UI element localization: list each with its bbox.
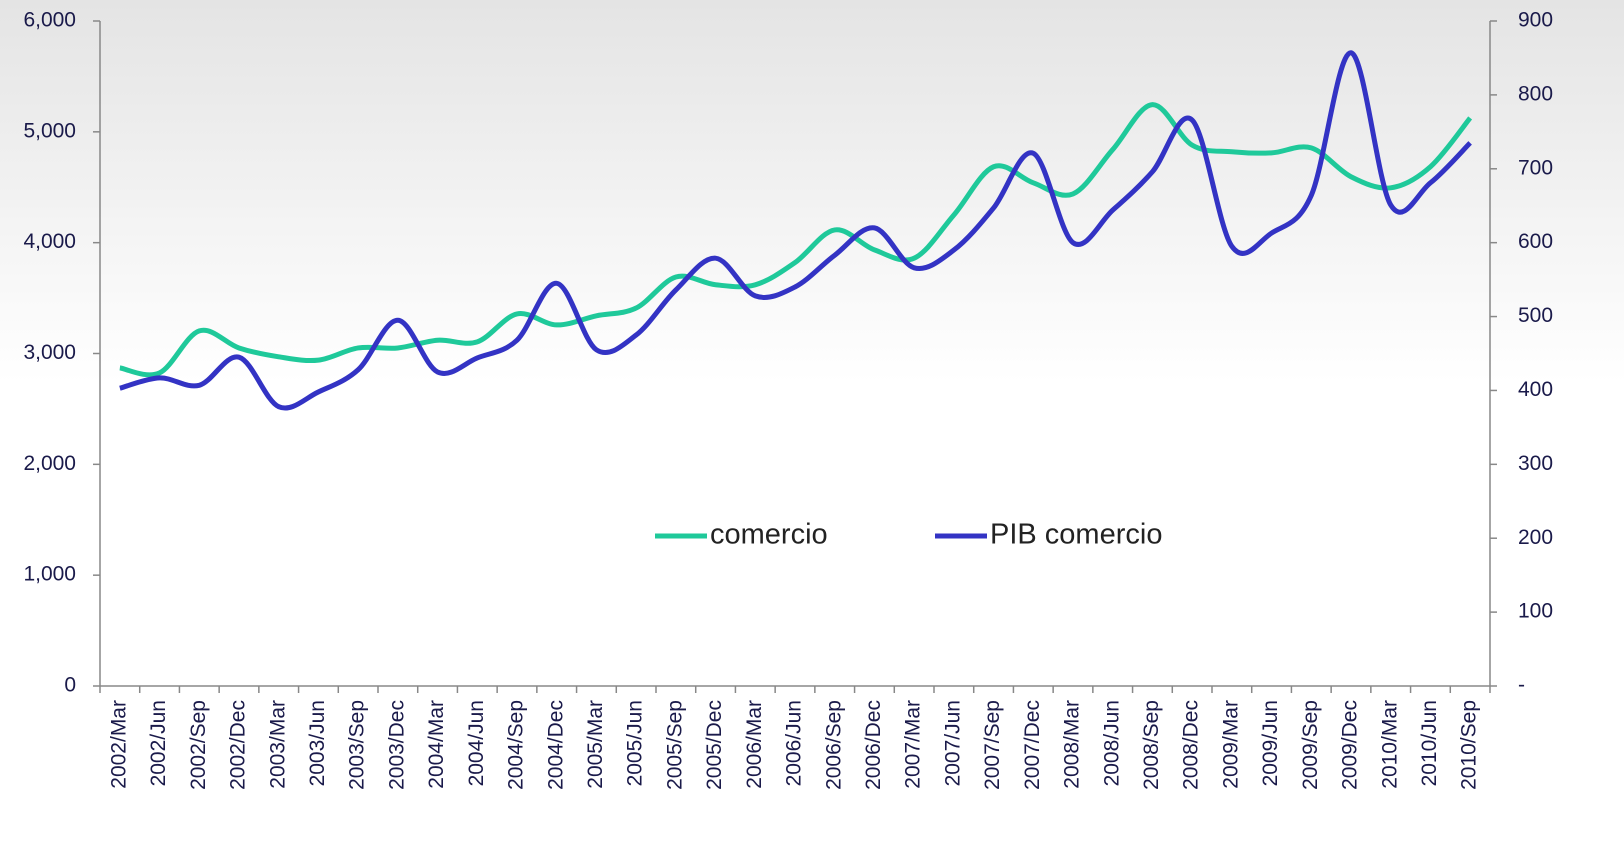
x-tick-label: 2008/Jun: [1100, 700, 1123, 786]
x-tick-label: 2003/Jun: [306, 700, 329, 786]
x-tick-label: 2002/Mar: [107, 700, 130, 789]
x-tick-label: 2009/Mar: [1219, 700, 1242, 789]
x-tick-label: 2005/Dec: [703, 700, 726, 790]
y2-tick-label: 800: [1518, 82, 1553, 105]
series-line: [119, 50, 1472, 411]
x-tick-label: 2004/Dec: [544, 700, 567, 790]
x-tick-label: 2007/Sep: [981, 700, 1004, 790]
x-tick-label: 2004/Sep: [505, 700, 528, 790]
y-tick-label: 6,000: [23, 9, 76, 32]
x-tick-label: 2002/Jun: [147, 700, 170, 786]
x-tick-label: 2005/Jun: [624, 700, 647, 786]
x-tick-label: 2007/Mar: [902, 700, 925, 789]
y-tick-label: 0: [64, 674, 76, 697]
legend-label: comercio: [710, 519, 828, 551]
y-tick-label: 5,000: [23, 119, 76, 142]
x-tick-label: 2008/Dec: [1180, 700, 1203, 790]
series-line: [119, 102, 1473, 378]
y-tick-label: 2,000: [23, 452, 76, 475]
y2-tick-label: 200: [1518, 526, 1553, 549]
x-tick-label: 2003/Dec: [385, 700, 408, 790]
x-tick-label: 2002/Sep: [187, 700, 210, 790]
x-tick-label: 2009/Sep: [1299, 700, 1322, 790]
y2-tick-label: 500: [1518, 304, 1553, 327]
x-tick-label: 2010/Jun: [1418, 700, 1441, 786]
x-tick-label: 2008/Sep: [1140, 700, 1163, 790]
y2-tick-label: 100: [1518, 600, 1553, 623]
y2-tick-label: -: [1518, 674, 1525, 697]
y-tick-label: 4,000: [23, 230, 76, 253]
x-tick-label: 2005/Mar: [584, 700, 607, 789]
x-tick-label: 2003/Mar: [266, 700, 289, 789]
x-tick-label: 2003/Sep: [346, 700, 369, 790]
y2-tick-label: 600: [1518, 230, 1553, 253]
y2-tick-label: 300: [1518, 452, 1553, 475]
x-tick-label: 2007/Jun: [941, 700, 964, 786]
x-tick-label: 2004/Mar: [425, 700, 448, 789]
y2-tick-label: 700: [1518, 156, 1553, 179]
x-tick-label: 2010/Sep: [1458, 700, 1481, 790]
x-tick-label: 2006/Jun: [783, 700, 806, 786]
y-tick-label: 3,000: [23, 341, 76, 364]
x-tick-label: 2007/Dec: [1021, 700, 1044, 790]
y2-tick-label: 900: [1518, 9, 1553, 32]
x-tick-label: 2006/Sep: [822, 700, 845, 790]
x-tick-label: 2004/Jun: [465, 700, 488, 786]
x-tick-label: 2009/Dec: [1339, 700, 1362, 790]
x-tick-label: 2009/Jun: [1259, 700, 1282, 786]
x-tick-label: 2008/Mar: [1061, 700, 1084, 789]
y-tick-label: 1,000: [23, 563, 76, 586]
x-tick-label: 2002/Dec: [227, 700, 250, 790]
x-tick-label: 2010/Mar: [1378, 700, 1401, 789]
x-tick-label: 2005/Sep: [663, 700, 686, 790]
y2-tick-label: 400: [1518, 378, 1553, 401]
x-tick-label: 2006/Dec: [862, 700, 885, 790]
legend-label: PIB comercio: [990, 519, 1162, 551]
x-tick-label: 2006/Mar: [743, 700, 766, 789]
